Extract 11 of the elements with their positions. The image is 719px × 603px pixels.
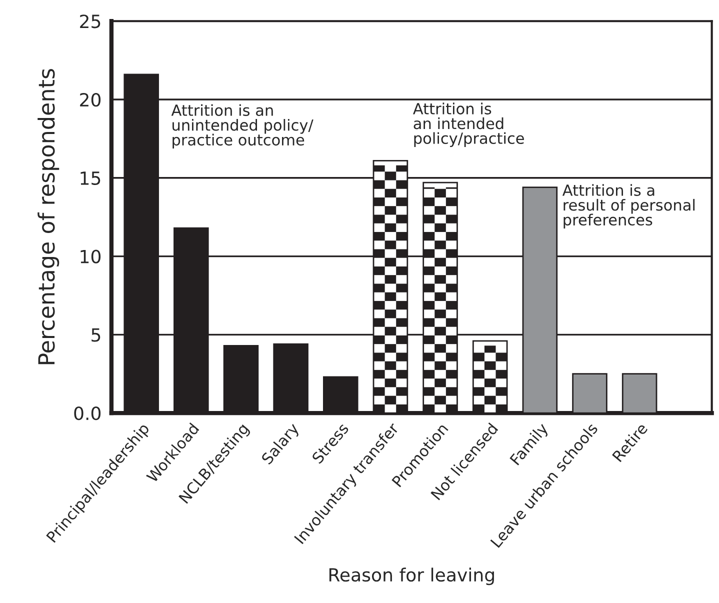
y-tick-label: 5	[92, 328, 100, 342]
y-tick-label: 0.0	[74, 406, 101, 420]
annotation: Attrition is an intended policy/practice	[412, 102, 524, 147]
y-tick-label: 25	[80, 14, 100, 28]
y-tick-label: 20	[80, 92, 101, 107]
y-axis-title: Percentage of respondents	[38, 68, 60, 364]
x-axis-title: Reason for leaving	[329, 568, 494, 586]
annotation: Attrition is a result of personal preferences	[562, 184, 695, 229]
y-tick-label: 10	[80, 250, 101, 264]
annotation: Attrition is an unintended policy/ practice outcome	[171, 104, 314, 149]
y-tick-label: 15	[80, 172, 100, 185]
